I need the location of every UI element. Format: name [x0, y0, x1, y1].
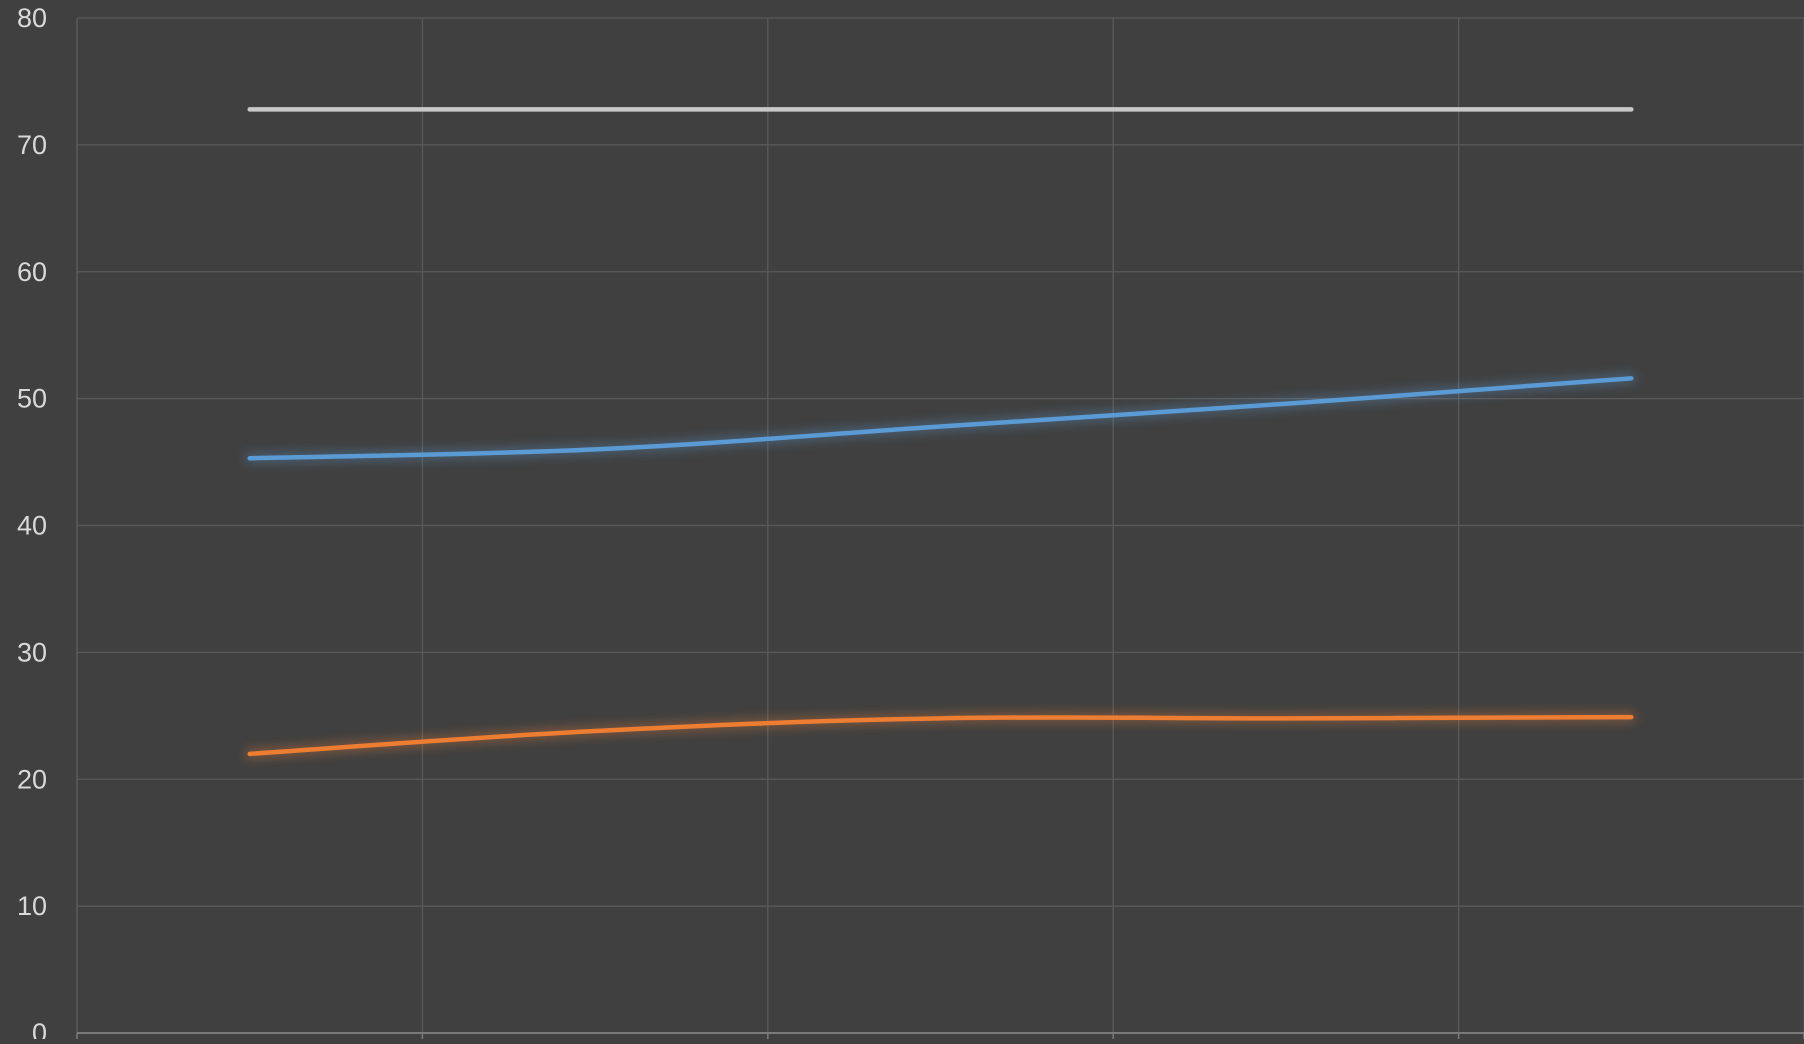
series-lines [250, 109, 1632, 754]
y-tick-label: 20 [17, 764, 47, 794]
series-2 [250, 717, 1632, 754]
y-tick-label: 10 [17, 891, 47, 921]
series-glow [250, 717, 1632, 754]
series-glow [250, 378, 1632, 458]
y-tick-label: 70 [17, 130, 47, 160]
axes [77, 18, 1804, 1039]
y-tick-label: 80 [17, 3, 47, 33]
series-1 [250, 378, 1632, 458]
y-axis-tick-labels: 0 10 20 30 40 50 60 70 80 [17, 3, 47, 1039]
y-tick-label: 0 [32, 1018, 47, 1039]
gridlines [77, 18, 1804, 1033]
y-tick-label: 60 [17, 257, 47, 287]
y-tick-label: 30 [17, 637, 47, 667]
y-tick-label: 40 [17, 511, 47, 541]
y-tick-label: 50 [17, 384, 47, 414]
